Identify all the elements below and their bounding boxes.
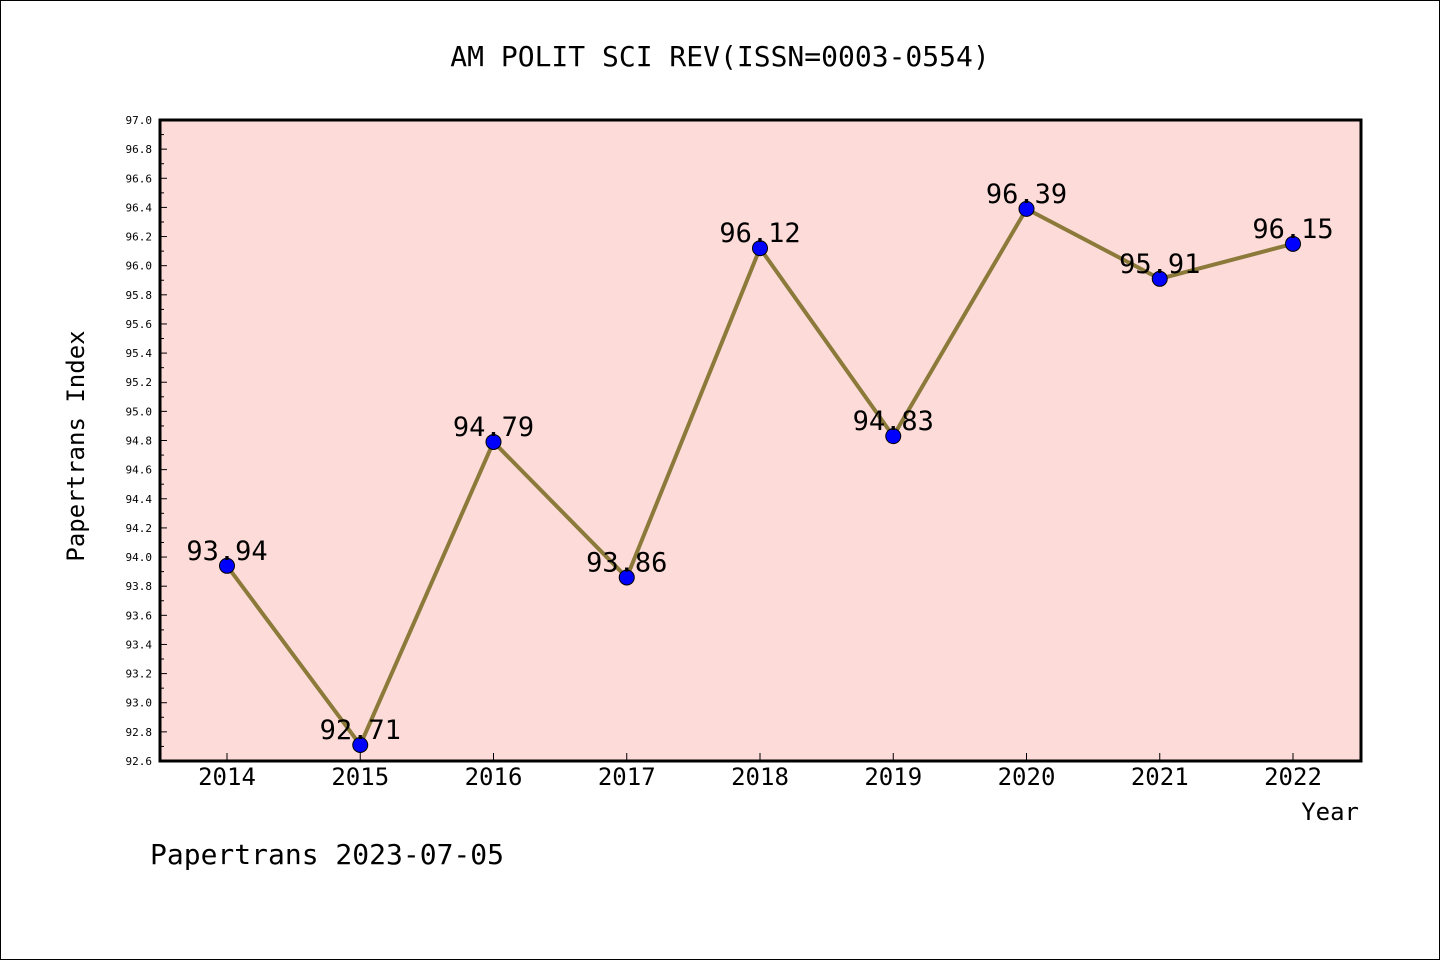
- x-tick-label: 2022: [1264, 763, 1322, 791]
- y-tick-label: 93.8: [126, 580, 153, 593]
- y-axis-ticks: 92.6 92.8 93.0 93.2 93.4 93.6 93.8 94.0 94.2 94.4…: [126, 114, 167, 768]
- y-tick-label: 95.4: [126, 347, 153, 360]
- y-tick-label: 96.6: [126, 172, 153, 185]
- footer-text: Papertrans 2023-07-05: [150, 838, 504, 871]
- series-line-segment: [491, 439, 629, 580]
- y-tick-label: 94.6: [126, 464, 153, 477]
- data-point: [219, 557, 235, 574]
- x-tick-label: 2017: [598, 763, 656, 791]
- data-point: [1018, 200, 1035, 217]
- data-label: 95.91: [1119, 249, 1200, 280]
- data-label: 93.94: [186, 536, 267, 567]
- x-tick-label: 2021: [1131, 763, 1189, 791]
- data-label: 93.86: [586, 547, 667, 578]
- y-tick-label: 96.2: [126, 231, 153, 244]
- data-label: 96.12: [719, 218, 800, 249]
- y-tick-label: 93.4: [126, 638, 153, 651]
- y-tick-label: 92.8: [126, 726, 153, 739]
- data-point: [352, 736, 369, 753]
- y-tick-label: 94.4: [126, 493, 153, 506]
- series-papertrans-index: [219, 200, 1301, 753]
- data-label: 94.83: [853, 406, 934, 437]
- y-tick-label: 96.4: [126, 201, 153, 214]
- chart-title: AM POLIT SCI REV(ISSN=0003-0554): [450, 40, 989, 73]
- y-tick-label: 92.6: [126, 755, 153, 768]
- y-tick-label: 93.6: [126, 609, 153, 622]
- x-axis-ticks: 2014 2015 2016 2017 2018 2019 2020 2021 2022: [198, 753, 1322, 791]
- x-tick-label: 2019: [864, 763, 922, 791]
- x-axis-label: Year: [1301, 798, 1359, 826]
- y-tick-label: 95.6: [126, 318, 153, 331]
- plot-area: [158, 118, 1363, 763]
- series-line-segment: [1024, 206, 1162, 281]
- x-tick-label: 2015: [331, 763, 389, 791]
- data-point: [752, 240, 768, 257]
- data-point: [885, 428, 902, 445]
- series-line-segment: [624, 246, 762, 580]
- x-tick-label: 2018: [731, 763, 789, 791]
- y-tick-label: 94.8: [126, 435, 153, 448]
- data-point: [1285, 235, 1301, 252]
- y-tick-label: 95.8: [126, 289, 153, 302]
- series-line-segment: [358, 439, 496, 747]
- data-label: 96.15: [1252, 214, 1333, 245]
- data-labels: 93.94 92.71 94.79 93.86 96.12 94.83 96.39 95.91…: [186, 179, 1333, 746]
- y-tick-label: 93.2: [126, 668, 153, 681]
- data-point: [485, 433, 502, 450]
- data-label: 96.39: [986, 179, 1067, 210]
- series-line-segment: [758, 246, 896, 439]
- data-point: [1151, 270, 1168, 287]
- x-tick-label: 2014: [198, 763, 256, 791]
- series-line-segment: [1157, 241, 1295, 281]
- y-tick-label: 95.2: [126, 376, 153, 389]
- x-tick-label: 2016: [465, 763, 523, 791]
- y-tick-label: 93.0: [126, 697, 153, 710]
- y-axis-label: Papertrans Index: [62, 330, 90, 561]
- y-tick-label: 96.8: [126, 143, 153, 156]
- series-line-segment: [225, 563, 363, 747]
- y-tick-label: 94.2: [126, 522, 153, 535]
- y-tick-label: 94.0: [126, 551, 153, 564]
- data-label: 94.79: [453, 412, 534, 443]
- y-tick-label: 95.0: [126, 405, 153, 418]
- y-tick-label: 97.0: [126, 114, 153, 127]
- series-line-segment: [891, 206, 1029, 439]
- y-tick-label: 96.0: [126, 260, 153, 273]
- data-label: 92.71: [320, 715, 401, 746]
- data-point: [618, 569, 635, 586]
- x-tick-label: 2020: [998, 763, 1056, 791]
